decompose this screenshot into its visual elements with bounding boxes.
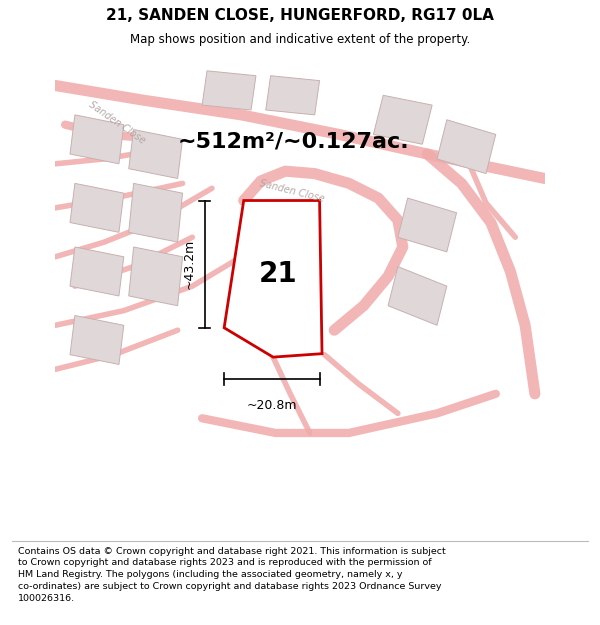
Text: Sanden Close: Sanden Close: [259, 178, 325, 204]
Polygon shape: [437, 120, 496, 174]
Polygon shape: [129, 247, 182, 306]
Text: ~512m²/~0.127ac.: ~512m²/~0.127ac.: [178, 132, 409, 152]
Polygon shape: [129, 129, 182, 179]
Polygon shape: [388, 267, 447, 325]
Text: Map shows position and indicative extent of the property.: Map shows position and indicative extent…: [130, 34, 470, 46]
Polygon shape: [202, 71, 256, 110]
Text: ~20.8m: ~20.8m: [247, 399, 297, 412]
Polygon shape: [224, 201, 322, 357]
Text: ~43.2m: ~43.2m: [183, 239, 196, 289]
Polygon shape: [70, 247, 124, 296]
Polygon shape: [129, 183, 182, 242]
Polygon shape: [70, 115, 124, 164]
Polygon shape: [70, 316, 124, 364]
Polygon shape: [398, 198, 457, 252]
Polygon shape: [266, 76, 320, 115]
Polygon shape: [373, 95, 432, 144]
Text: 21: 21: [259, 260, 297, 288]
Text: 21, SANDEN CLOSE, HUNGERFORD, RG17 0LA: 21, SANDEN CLOSE, HUNGERFORD, RG17 0LA: [106, 8, 494, 23]
Text: Contains OS data © Crown copyright and database right 2021. This information is : Contains OS data © Crown copyright and d…: [18, 546, 446, 602]
Polygon shape: [70, 183, 124, 232]
Text: Sanden Close: Sanden Close: [87, 99, 148, 146]
